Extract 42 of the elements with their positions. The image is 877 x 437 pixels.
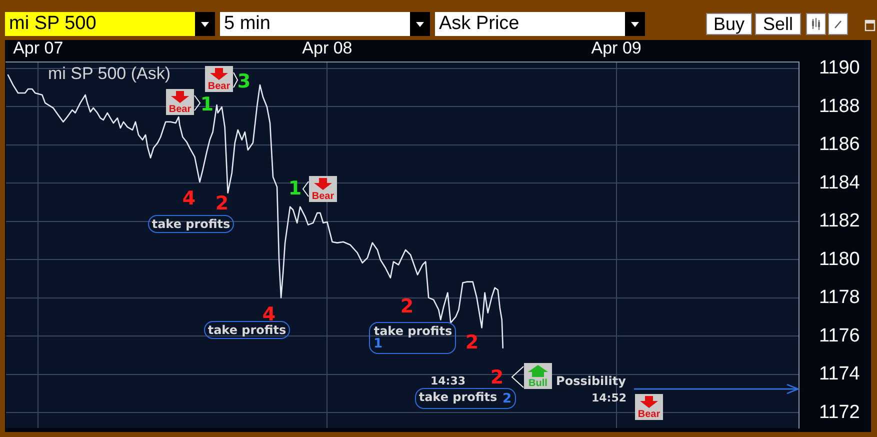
x-tick-label: Apr 09 xyxy=(591,38,642,58)
annotation: Bear xyxy=(309,191,337,202)
annotation: 1 xyxy=(288,178,302,200)
annotation: 2 xyxy=(400,296,414,318)
y-tick-label: 1188 xyxy=(819,96,860,117)
x-tick-label: Apr 08 xyxy=(302,38,352,58)
text: 5 min xyxy=(224,13,270,35)
annotation: Bear xyxy=(635,409,663,420)
annotation: 2 xyxy=(490,366,504,388)
annotation: take profits xyxy=(208,323,286,337)
annotation: Possibility xyxy=(556,374,626,388)
annotation: take profits xyxy=(152,217,230,231)
y-tick-label: 1182 xyxy=(819,210,860,232)
annotation: 4 xyxy=(262,304,276,326)
annotation: 1 xyxy=(200,94,214,116)
y-tick-label: 1190 xyxy=(819,58,860,79)
annotation: 2 xyxy=(465,332,479,354)
annotation: Bull xyxy=(524,378,552,389)
annotation: 4 xyxy=(182,188,196,210)
y-tick-label: 1184 xyxy=(819,172,860,194)
annotation: 3 xyxy=(237,70,251,92)
y-tick-label: 1172 xyxy=(819,402,860,423)
annotation: 2 xyxy=(502,392,512,406)
y-tick-label: 1186 xyxy=(819,134,860,156)
text: Sell xyxy=(755,13,801,35)
annotation: 2 xyxy=(215,192,229,214)
annotation: Bear xyxy=(166,104,194,115)
x-tick-label: Apr 07 xyxy=(13,38,64,58)
annotation: 14:52 xyxy=(591,392,627,404)
y-tick-label: 1176 xyxy=(819,325,860,346)
text: mi SP 500 xyxy=(9,13,96,35)
annotation: take profits xyxy=(418,390,498,404)
chart-title: mi SP 500 (Ask) xyxy=(48,64,171,83)
annotation: 14:33 xyxy=(430,374,466,388)
annotation: Bear xyxy=(205,81,233,92)
text: Buy xyxy=(706,13,752,35)
y-tick-label: 1180 xyxy=(819,248,860,270)
y-tick-label: 1178 xyxy=(819,287,860,308)
annotation: 1 xyxy=(373,336,383,352)
text: Ask Price xyxy=(439,13,520,35)
annotation: take profits xyxy=(374,324,452,338)
y-tick-label: 1174 xyxy=(819,364,860,385)
